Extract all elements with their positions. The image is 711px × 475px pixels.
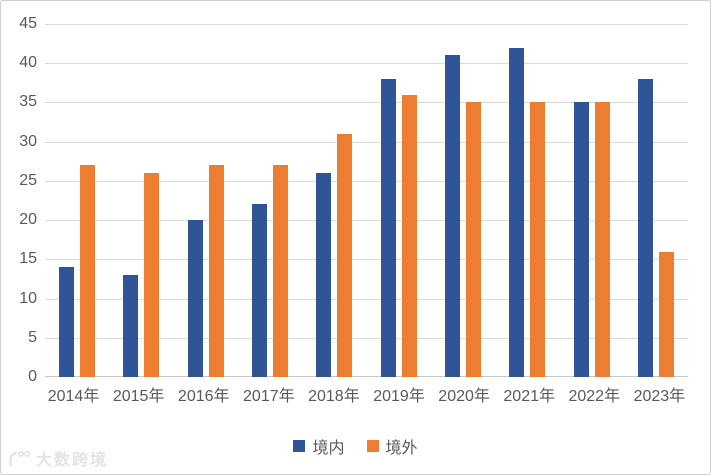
bar <box>509 47 525 377</box>
y-axis-label: 25 <box>19 171 37 189</box>
legend-label: 境内 <box>312 440 345 457</box>
bar-group <box>45 24 109 377</box>
bar <box>59 267 75 377</box>
gridline <box>45 63 688 65</box>
bar <box>123 275 139 377</box>
bar <box>380 78 396 377</box>
x-axis-label: 2019年 <box>373 388 425 405</box>
bar <box>80 165 96 377</box>
bar-group <box>624 24 688 377</box>
watermark-text: 大数跨境 <box>36 452 109 469</box>
legend-swatch <box>293 440 306 452</box>
gridline <box>45 259 688 261</box>
bar <box>401 94 417 377</box>
bar <box>187 220 203 377</box>
bar <box>208 165 224 377</box>
y-axis-label: 40 <box>19 54 37 72</box>
gridline <box>45 337 688 339</box>
gridline <box>45 141 688 143</box>
y-axis-label: 5 <box>28 328 37 346</box>
x-axis-label: 2017年 <box>243 388 295 405</box>
legend-label: 境外 <box>385 440 418 457</box>
bar-group <box>559 24 623 377</box>
x-axis-label: 2020年 <box>438 388 490 405</box>
y-axis-label: 0 <box>28 368 37 385</box>
y-axis-label: 15 <box>19 250 37 268</box>
y-axis-label: 35 <box>19 93 37 111</box>
bar <box>144 173 160 377</box>
gridline <box>45 102 688 104</box>
bar <box>337 133 353 377</box>
x-axis-line <box>45 376 688 377</box>
gridline <box>45 220 688 222</box>
bar <box>465 102 481 377</box>
watermark-logo-icon <box>9 450 30 467</box>
bar-group <box>431 24 495 377</box>
y-axis-label: 20 <box>19 211 37 229</box>
bar <box>573 102 589 377</box>
watermark: 大数跨境 <box>7 446 108 470</box>
bar-group <box>174 24 238 377</box>
bar <box>594 102 610 377</box>
x-axis-label: 2018年 <box>308 388 360 405</box>
y-axis-label: 10 <box>19 289 37 307</box>
legend: 境内 境外 <box>1 434 710 458</box>
bar <box>444 55 460 377</box>
bar-group <box>302 24 366 377</box>
bar <box>273 165 289 377</box>
bar <box>658 251 674 377</box>
gridline <box>45 298 688 300</box>
bar <box>637 78 653 377</box>
x-axis-label: 2021年 <box>503 388 555 405</box>
x-axis-label: 2023年 <box>633 388 686 405</box>
gridline <box>45 180 688 182</box>
bar <box>252 204 268 377</box>
plot-area <box>45 24 688 377</box>
bar-group <box>238 24 302 377</box>
bar-group <box>109 24 173 377</box>
legend-swatch <box>366 440 379 452</box>
bar <box>530 102 546 377</box>
x-axis-label: 2022年 <box>568 388 621 405</box>
legend-item: 境外 <box>366 434 418 458</box>
x-axis-labels: 2014年 2015年 2016年 2017年 2018年 2019年 2020年 2021年… <box>41 385 692 409</box>
gridline <box>45 24 688 25</box>
x-axis-label: 2015年 <box>112 388 165 405</box>
y-axis-label: 30 <box>19 132 37 150</box>
x-axis-label: 2016年 <box>177 388 230 405</box>
x-axis-label: 2014年 <box>47 388 100 405</box>
bars-layer <box>45 24 688 377</box>
bar-group <box>495 24 559 377</box>
bar <box>316 173 332 377</box>
bar-group <box>366 24 430 377</box>
y-axis-label: 45 <box>19 15 37 32</box>
legend-item: 境内 <box>293 434 345 458</box>
